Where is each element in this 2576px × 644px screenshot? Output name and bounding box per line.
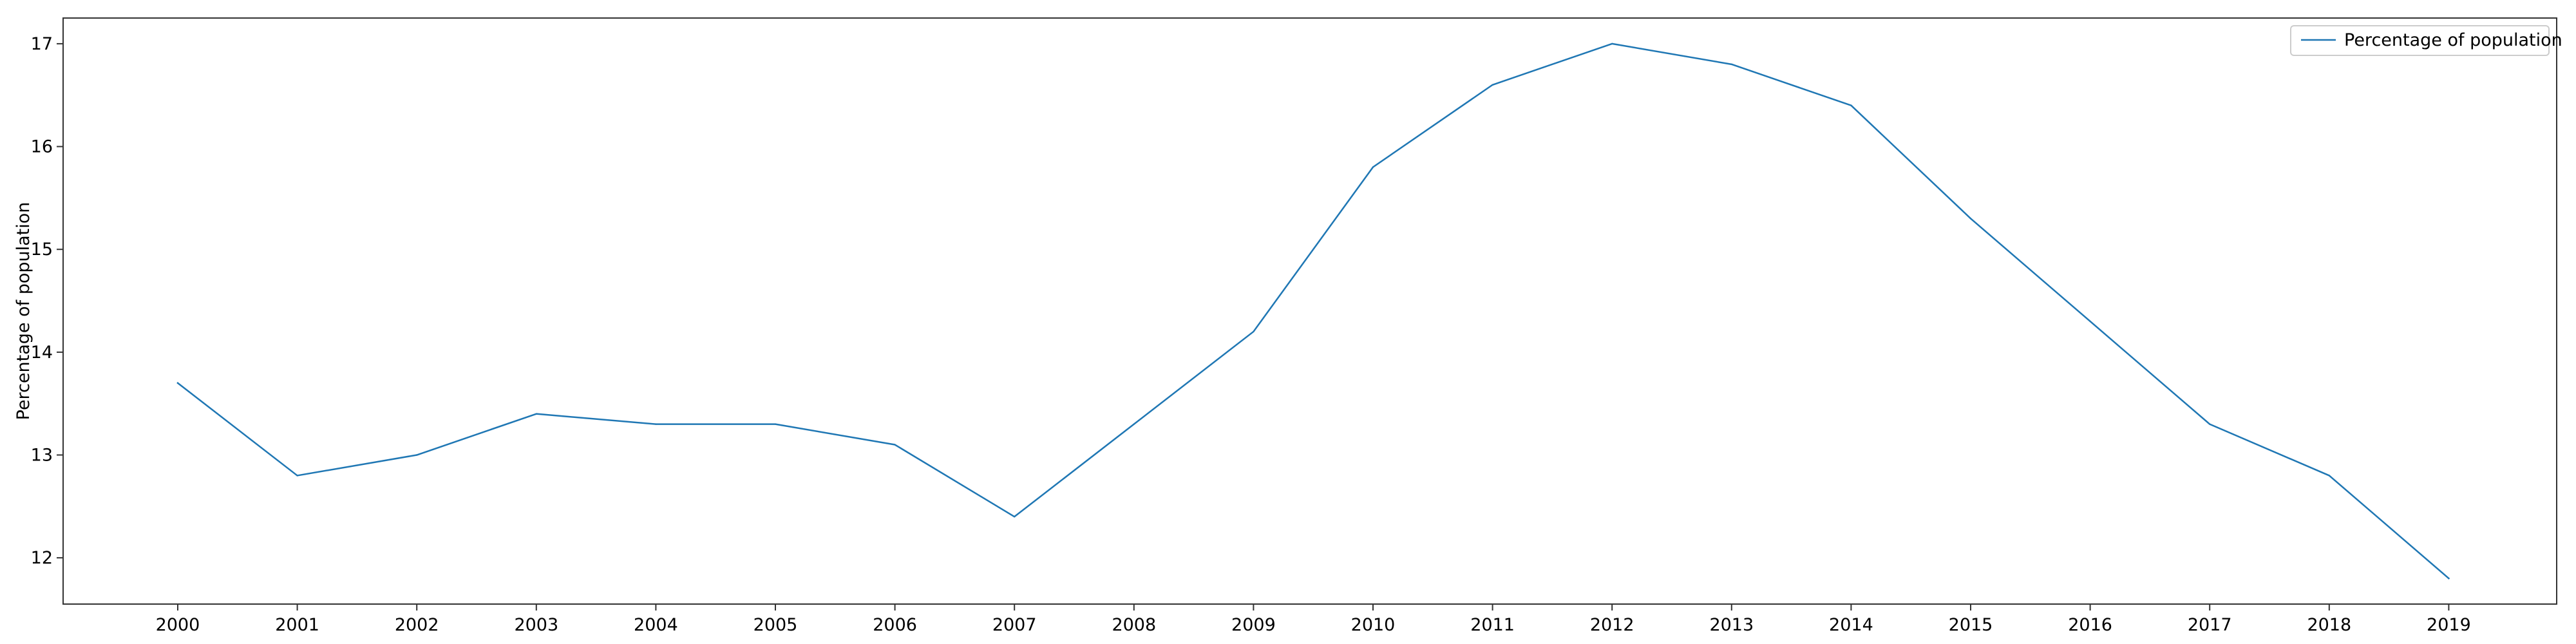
y-tick-label: 15	[31, 240, 53, 260]
data-point	[416, 454, 418, 456]
data-point	[2448, 577, 2450, 580]
y-tick-label: 12	[31, 548, 53, 568]
x-tick-label: 2010	[1351, 615, 1396, 635]
data-point	[1850, 104, 1852, 106]
x-tick-label: 2013	[1709, 615, 1754, 635]
x-tick-label: 2003	[514, 615, 558, 635]
data-point	[176, 382, 179, 384]
x-axis-ticks: 2000 2001 2002 2003 2004 2005 2006 2007 2008 2009…	[156, 604, 2471, 635]
data-point	[894, 444, 896, 446]
data-point	[774, 423, 777, 425]
data-point	[535, 413, 537, 415]
data-point	[2328, 475, 2330, 477]
x-tick-label: 2007	[992, 615, 1037, 635]
x-tick-label: 2011	[1470, 615, 1515, 635]
x-tick-label: 2001	[275, 615, 319, 635]
y-tick-label: 17	[31, 34, 53, 54]
x-tick-label: 2002	[395, 615, 439, 635]
x-tick-label: 2008	[1112, 615, 1156, 635]
x-tick-label: 2017	[2188, 615, 2232, 635]
data-point	[1969, 218, 1972, 220]
x-tick-label: 2012	[1590, 615, 1634, 635]
data-point	[1372, 166, 1374, 168]
x-tick-label: 2004	[634, 615, 678, 635]
x-tick-label: 2018	[2307, 615, 2351, 635]
data-point	[296, 475, 298, 477]
data-point	[1014, 516, 1016, 518]
data-point	[655, 423, 657, 425]
legend-box	[2290, 25, 2550, 56]
x-tick-label: 2014	[1829, 615, 1873, 635]
series-layer	[176, 43, 2450, 580]
legend-label: Percentage of population	[2344, 30, 2562, 50]
y-axis-ticks: 12 13 14 15 16 17	[31, 34, 63, 568]
series-line	[176, 43, 2450, 580]
y-tick-label: 14	[31, 343, 53, 363]
data-point	[1253, 330, 1255, 333]
y-axis-label: Percentage of population	[14, 202, 33, 421]
data-point	[1492, 84, 1493, 86]
y-tick-label: 16	[31, 137, 53, 157]
data-point	[2089, 320, 2091, 323]
x-tick-label: 2000	[156, 615, 200, 635]
data-point	[1730, 63, 1732, 66]
x-tick-label: 2019	[2427, 615, 2471, 635]
legend: Percentage of population	[2290, 25, 2562, 56]
x-tick-label: 2015	[1949, 615, 1993, 635]
data-point	[2209, 423, 2211, 425]
x-tick-label: 2005	[753, 615, 798, 635]
x-tick-label: 2009	[1231, 615, 1276, 635]
data-point	[1611, 43, 1613, 45]
x-tick-label: 2016	[2068, 615, 2112, 635]
plot-area-frame	[62, 17, 2557, 605]
data-point	[1133, 423, 1135, 425]
y-tick-label: 13	[31, 446, 53, 466]
x-tick-label: 2006	[873, 615, 917, 635]
